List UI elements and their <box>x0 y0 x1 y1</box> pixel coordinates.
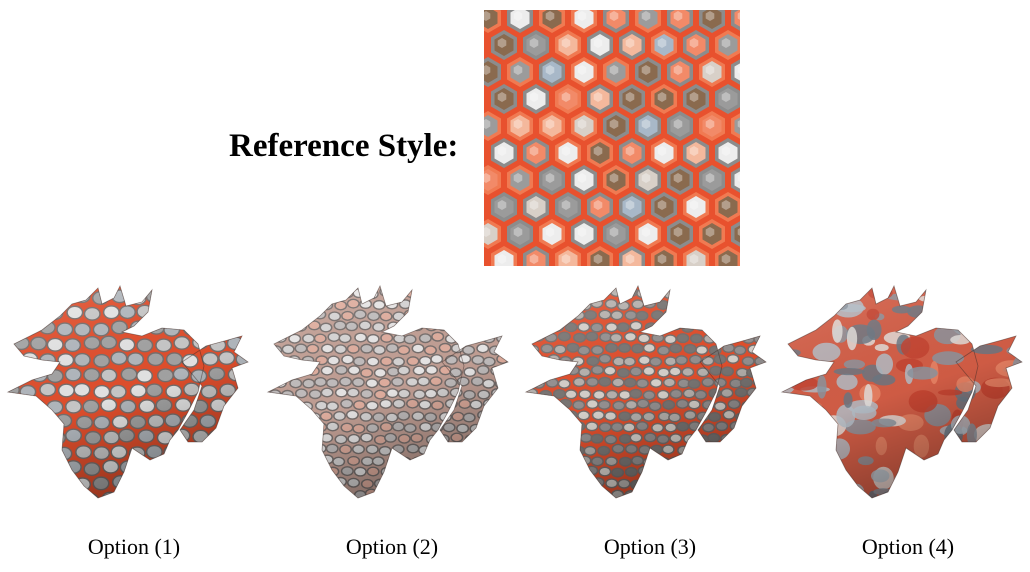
dragon-option-1 <box>2 282 254 502</box>
dragon-option-2 <box>262 282 514 502</box>
dragon-render-3 <box>524 284 767 499</box>
option-2-caption: Option (2) <box>345 534 439 559</box>
dragon-render-1 <box>6 284 249 499</box>
dragon-option-4 <box>776 282 1028 502</box>
option-4-caption: Option (4) <box>861 534 955 559</box>
option-1-caption: Option (1) <box>87 534 181 559</box>
dragon-render-2 <box>266 284 509 499</box>
dragon-option-3 <box>520 282 772 502</box>
dragon-render-4 <box>780 284 1023 499</box>
option-3-caption: Option (3) <box>603 534 697 559</box>
reference-texture-image <box>484 10 740 266</box>
reference-style-label: Reference Style: <box>229 128 459 164</box>
